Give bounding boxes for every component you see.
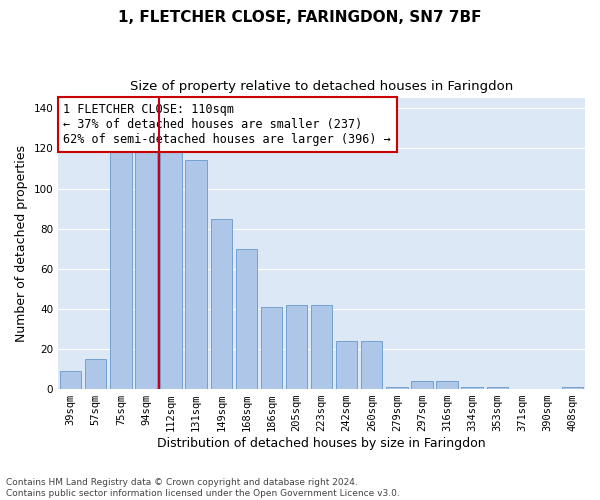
Bar — [110, 152, 131, 389]
Bar — [60, 371, 82, 389]
Title: Size of property relative to detached houses in Faringdon: Size of property relative to detached ho… — [130, 80, 513, 93]
Text: 1 FLETCHER CLOSE: 110sqm
← 37% of detached houses are smaller (237)
62% of semi-: 1 FLETCHER CLOSE: 110sqm ← 37% of detach… — [64, 102, 391, 146]
Y-axis label: Number of detached properties: Number of detached properties — [15, 145, 28, 342]
Bar — [85, 359, 106, 389]
Bar — [386, 387, 407, 389]
Bar — [236, 248, 257, 389]
Bar — [211, 218, 232, 389]
Bar — [261, 307, 282, 389]
Bar — [286, 305, 307, 389]
X-axis label: Distribution of detached houses by size in Faringdon: Distribution of detached houses by size … — [157, 437, 486, 450]
Bar — [562, 387, 583, 389]
Bar — [361, 341, 382, 389]
Bar — [136, 152, 157, 389]
Bar — [461, 387, 483, 389]
Text: Contains HM Land Registry data © Crown copyright and database right 2024.
Contai: Contains HM Land Registry data © Crown c… — [6, 478, 400, 498]
Text: 1, FLETCHER CLOSE, FARINGDON, SN7 7BF: 1, FLETCHER CLOSE, FARINGDON, SN7 7BF — [118, 10, 482, 25]
Bar — [411, 381, 433, 389]
Bar — [487, 387, 508, 389]
Bar — [160, 152, 182, 389]
Bar — [336, 341, 358, 389]
Bar — [311, 305, 332, 389]
Bar — [436, 381, 458, 389]
Bar — [185, 160, 207, 389]
